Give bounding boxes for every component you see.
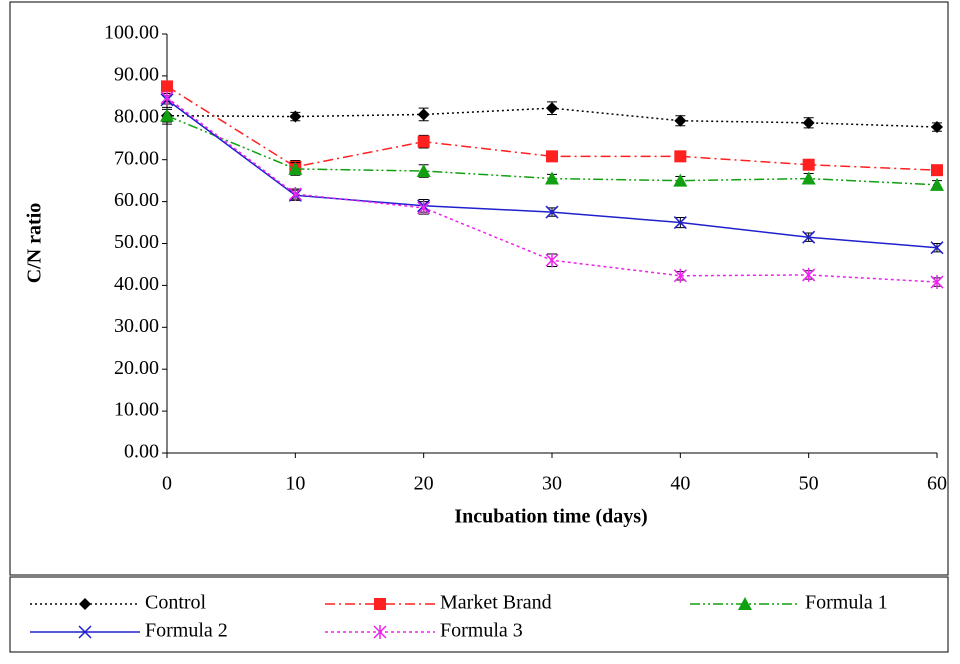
y-tick-label: 20.00 — [114, 357, 159, 379]
marker — [78, 625, 92, 639]
marker — [802, 267, 816, 282]
legend-label: Formula 1 — [805, 592, 888, 614]
marker — [545, 253, 559, 268]
y-tick-label: 10.00 — [114, 399, 159, 421]
marker — [374, 598, 386, 610]
y-tick-label: 30.00 — [114, 315, 159, 337]
marker — [417, 108, 430, 121]
marker — [288, 187, 302, 202]
marker — [546, 150, 558, 163]
marker — [373, 625, 387, 639]
marker — [673, 173, 688, 187]
marker — [288, 161, 303, 175]
x-tick-label: 40 — [670, 473, 690, 495]
x-tick-label: 0 — [162, 473, 172, 495]
marker — [546, 102, 558, 115]
y-tick-label: 60.00 — [114, 189, 159, 211]
marker — [930, 275, 944, 290]
x-tick-label: 30 — [542, 473, 562, 495]
marker — [674, 150, 687, 163]
legend-label: Formula 3 — [440, 620, 523, 642]
marker — [802, 158, 815, 171]
marker — [417, 135, 430, 148]
marker — [738, 597, 752, 610]
marker — [161, 80, 173, 93]
marker — [802, 230, 816, 244]
y-tick-label: 50.00 — [114, 231, 159, 253]
marker — [545, 171, 559, 185]
marker — [801, 171, 816, 185]
x-tick-label: 20 — [414, 473, 434, 495]
x-axis-title: Incubation time (days) — [454, 506, 647, 528]
legend-label: Market Brand — [440, 592, 552, 614]
x-tick-label: 50 — [799, 473, 819, 495]
marker — [79, 598, 91, 610]
marker — [289, 110, 302, 123]
marker — [930, 177, 944, 191]
marker — [674, 114, 687, 127]
legend-label: Control — [145, 592, 207, 614]
marker — [802, 116, 815, 129]
marker — [160, 90, 174, 105]
marker — [160, 108, 174, 122]
x-tick-label: 60 — [927, 473, 947, 495]
y-axis-title: C/N ratio — [24, 203, 46, 284]
y-tick-label: 0.00 — [124, 441, 159, 463]
y-tick-label: 70.00 — [114, 147, 159, 169]
y-tick-label: 100.00 — [104, 22, 159, 44]
marker — [545, 205, 559, 219]
marker — [417, 200, 431, 215]
y-tick-label: 80.00 — [114, 105, 159, 127]
marker — [416, 164, 431, 178]
marker — [673, 216, 687, 230]
y-tick-label: 90.00 — [114, 63, 159, 85]
legend-label: Formula 2 — [145, 620, 228, 642]
marker — [931, 121, 943, 134]
marker — [930, 241, 944, 255]
legend-frame — [9, 576, 949, 653]
marker — [931, 164, 943, 177]
chart-frame — [9, 1, 949, 576]
x-tick-label: 10 — [285, 473, 305, 495]
marker — [673, 268, 687, 283]
y-tick-label: 40.00 — [114, 273, 159, 295]
